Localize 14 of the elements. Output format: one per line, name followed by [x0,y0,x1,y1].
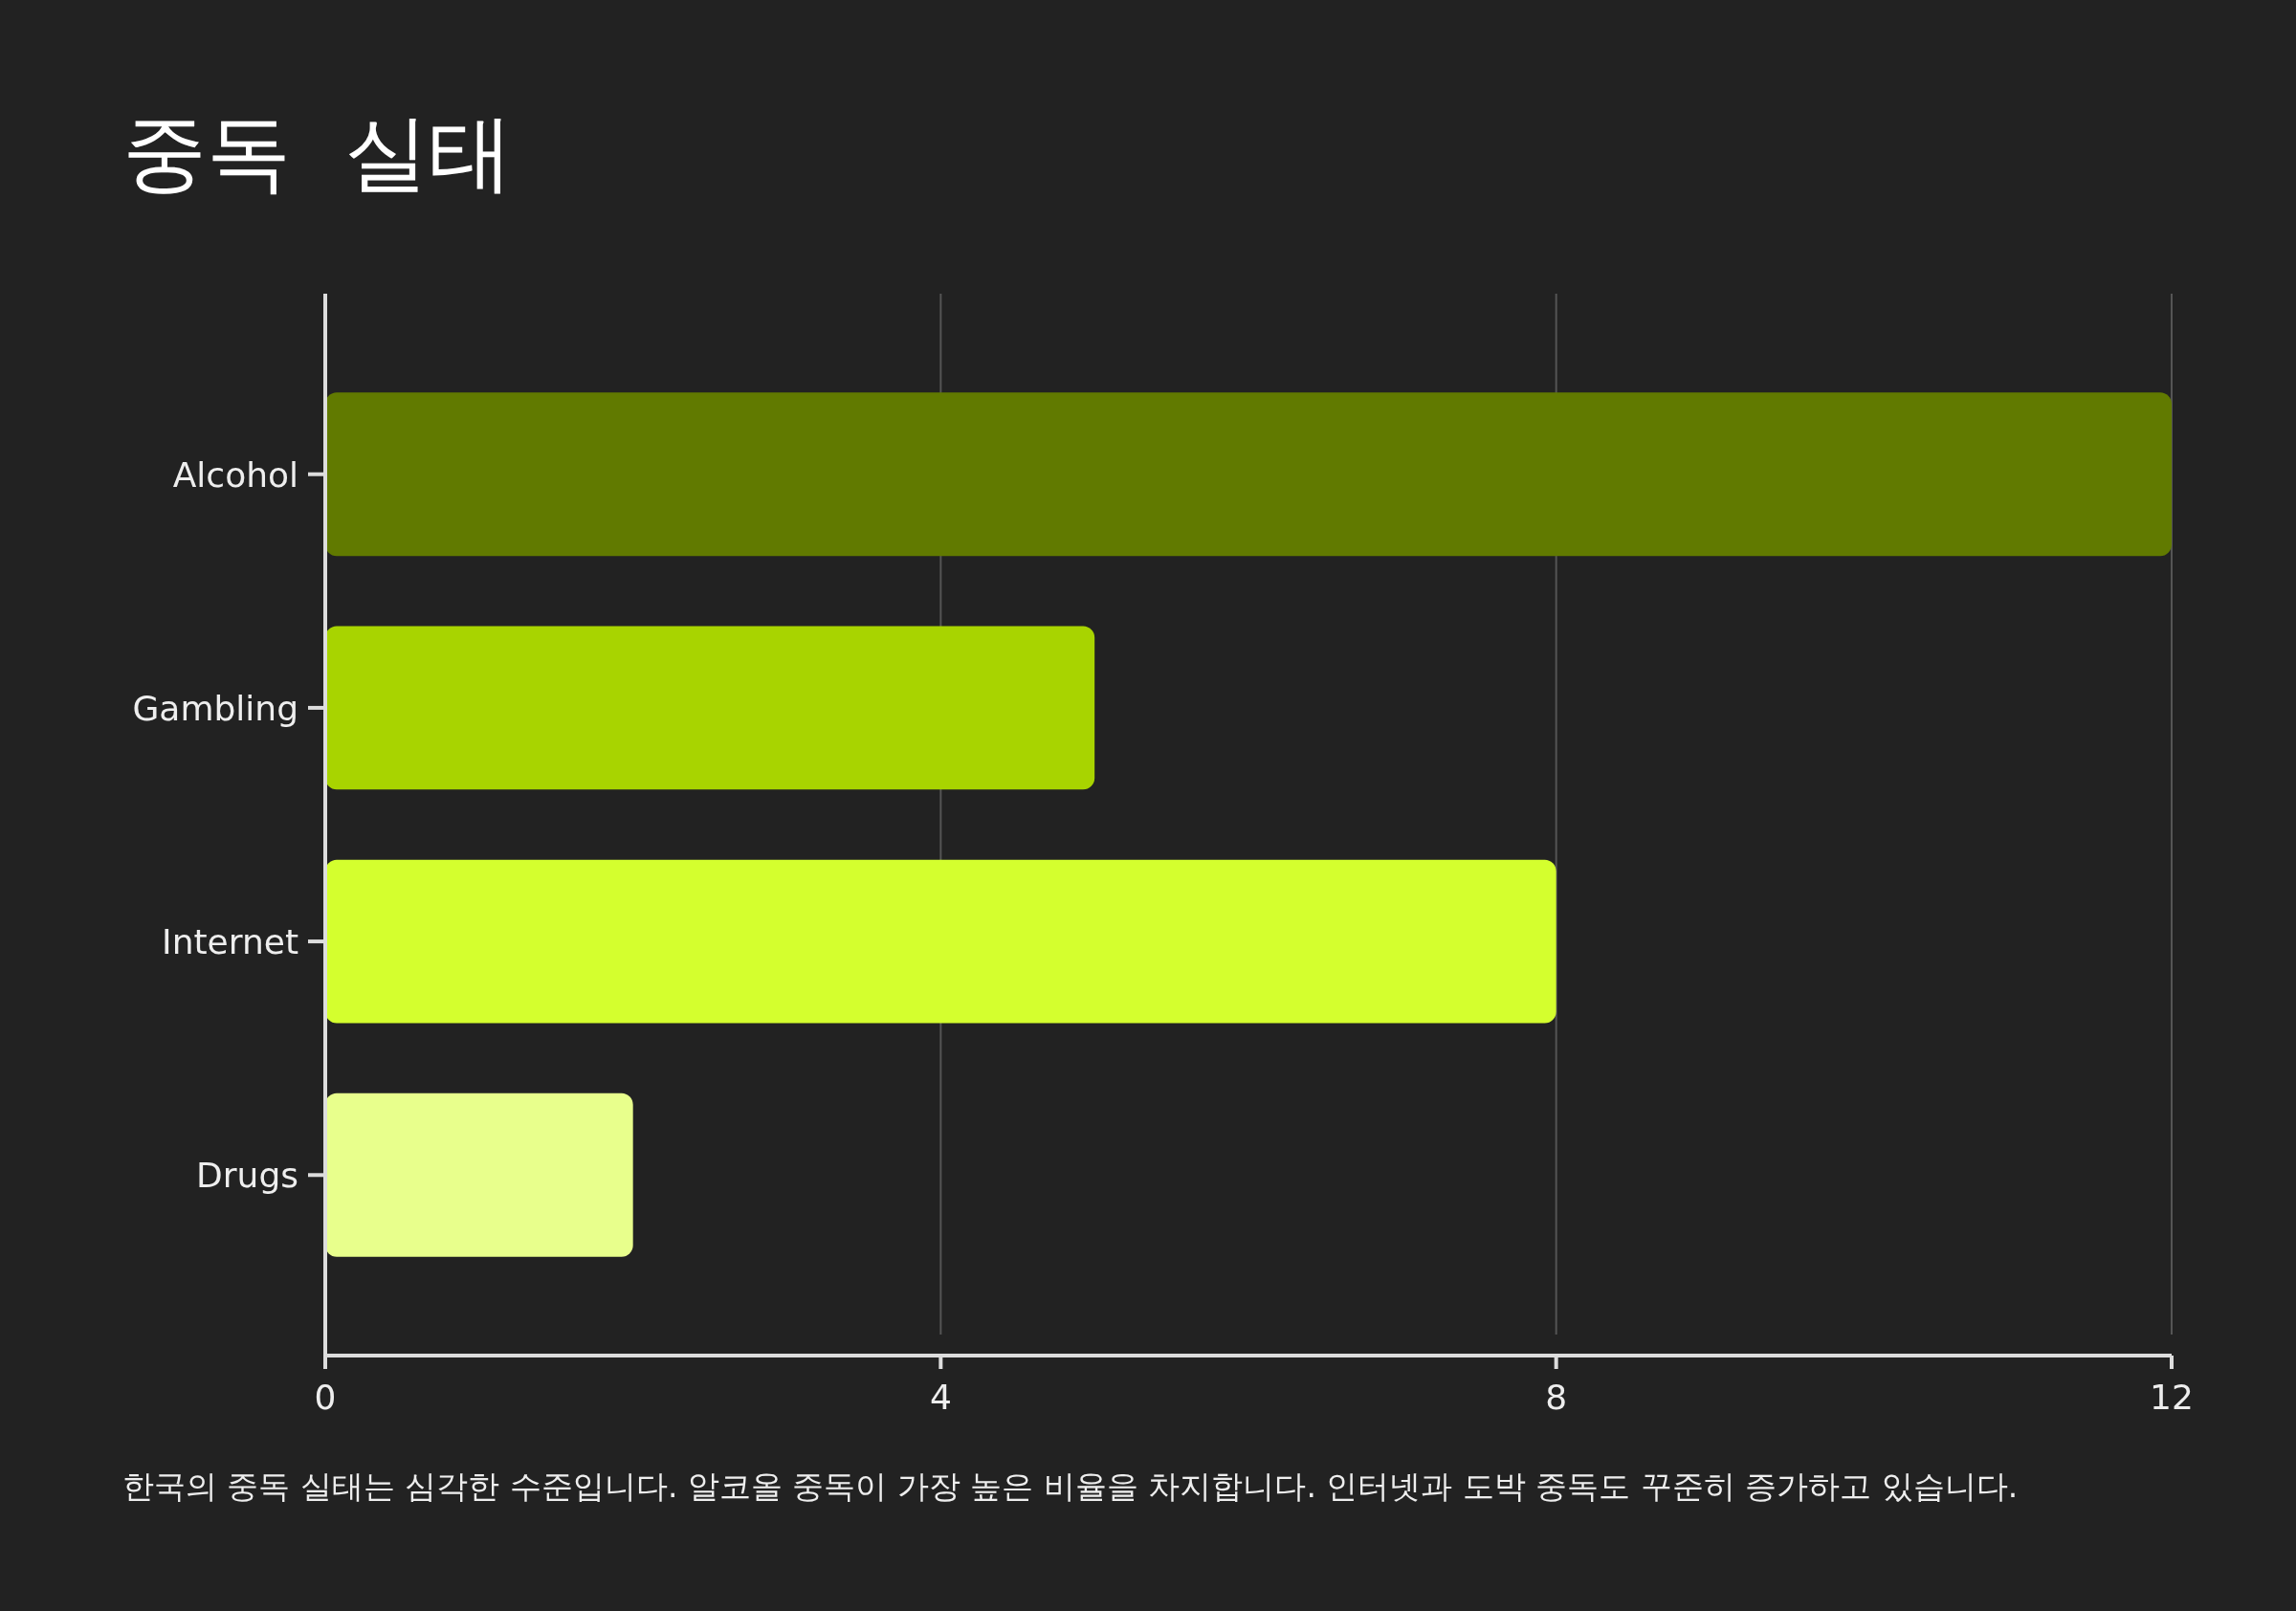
y-tick-label: Alcohol [172,454,298,495]
x-tick-label: 12 [2150,1378,2194,1417]
chart-title: 중독 실태 [122,103,513,202]
y-tick-label: Internet [162,922,298,962]
text: 한국의 중독 실태는 심각한 수준입니다. 알코올 중독이 가장 높은 비율을 차지합니다. 인터넷과 도박 중독도 꾸준히 증가하고 있습니다. [122,1468,2019,1505]
x-tick-label: 0 [314,1378,337,1417]
y-tick-label: Gambling [132,688,298,728]
x-tick-label: 8 [1545,1378,1568,1417]
bar [325,859,1556,1024]
bar [325,392,2172,557]
bar [325,1092,633,1257]
x-tick-label: 4 [929,1378,952,1417]
bar [325,626,1095,790]
y-tick-label: Drugs [196,1156,298,1196]
